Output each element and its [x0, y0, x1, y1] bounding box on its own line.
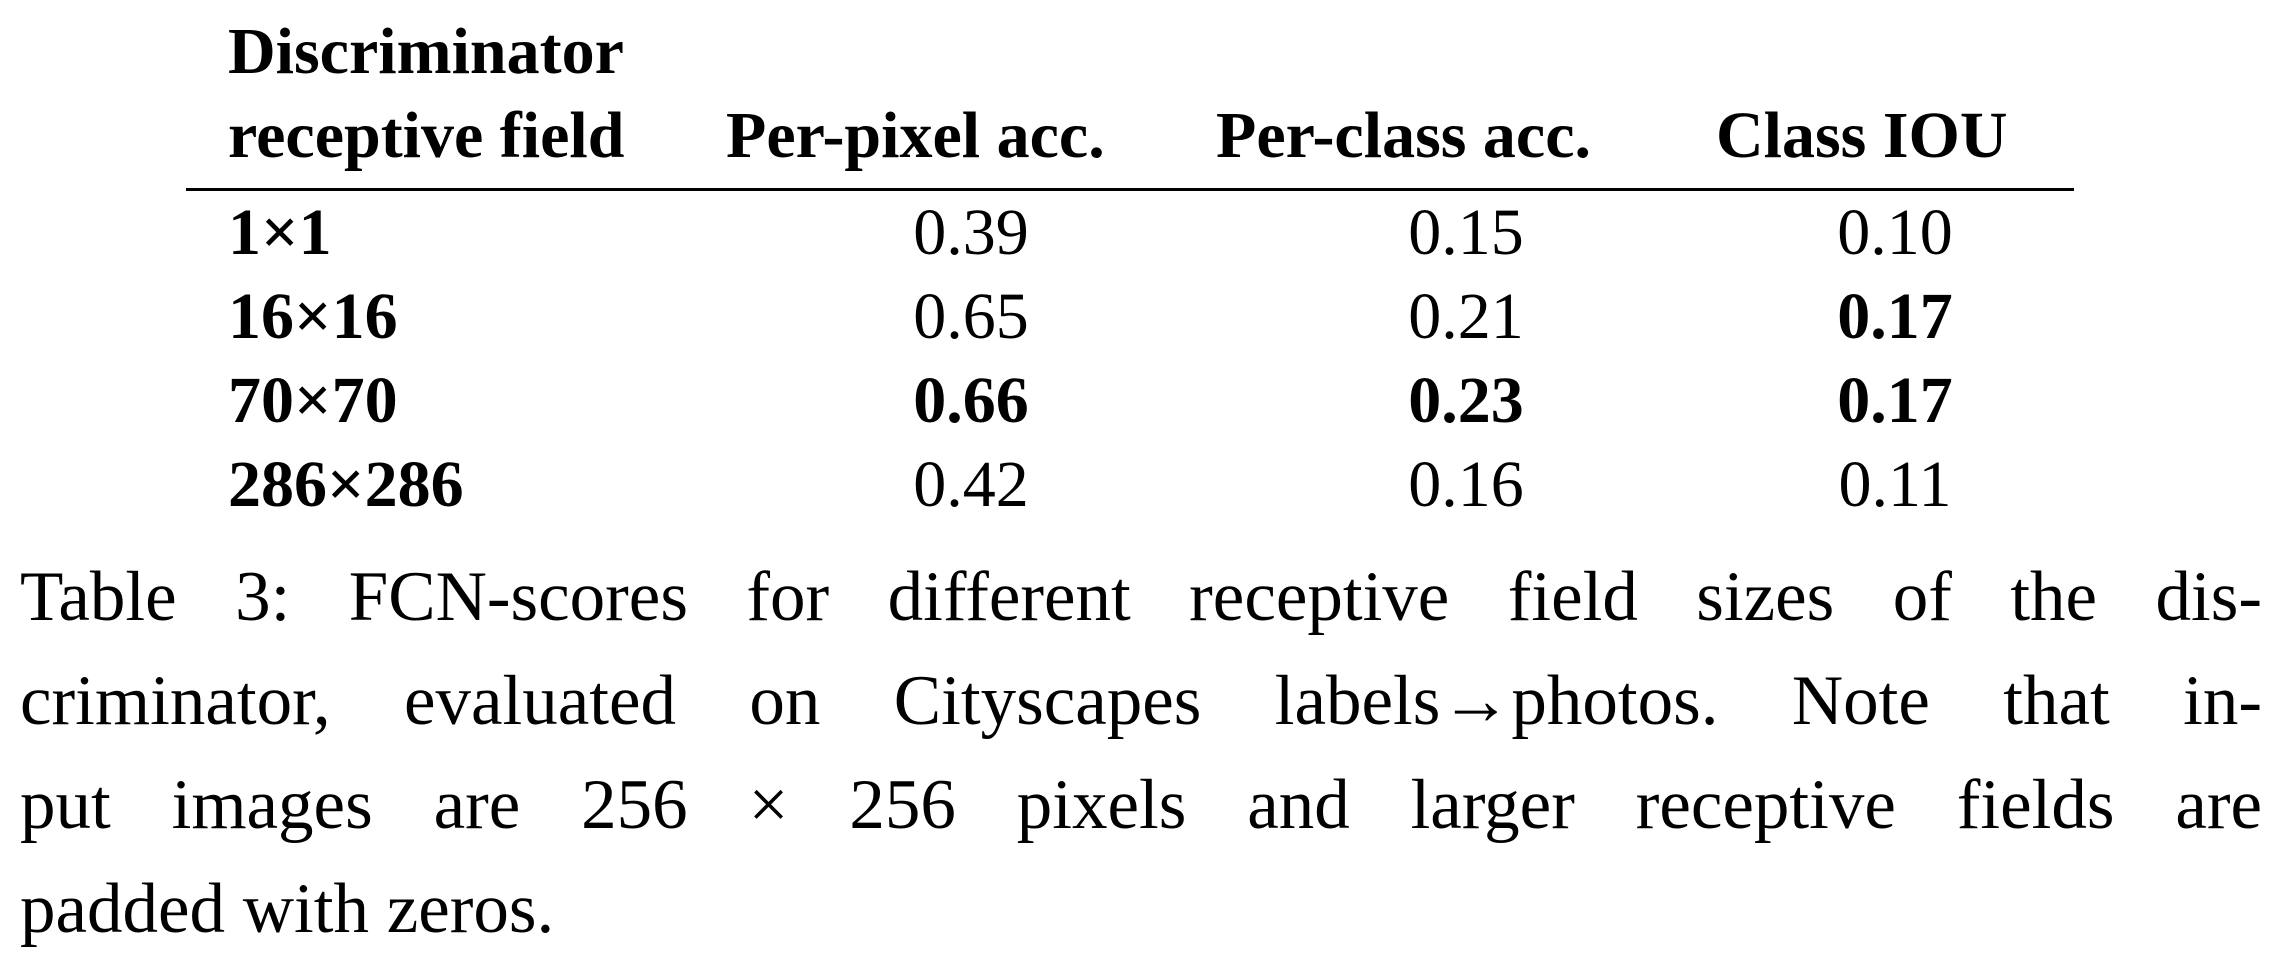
table-row: 16×16 0.65 0.21 0.17	[186, 275, 2074, 359]
cell-per-pixel: 0.66	[913, 364, 1029, 437]
caption-line: padded with zeros.	[20, 870, 555, 948]
row-label: 1×1	[228, 196, 332, 269]
header-per-pixel-acc: Per-pixel acc.	[726, 10, 1216, 191]
results-table-container: Discriminator receptive field Per-pixel …	[186, 10, 2074, 527]
cell-per-class: 0.16	[1408, 448, 1524, 521]
caption-line: Table 3: FCN-scores for different recept…	[20, 558, 2262, 636]
table-header-row: Discriminator receptive field Per-pixel …	[186, 10, 2074, 191]
cell-per-class: 0.21	[1408, 280, 1524, 353]
table-caption: Table 3: FCN-scores for different recept…	[20, 545, 2262, 961]
table-row: 1×1 0.39 0.15 0.10	[186, 190, 2074, 276]
row-label: 16×16	[228, 280, 398, 353]
table-row: 70×70 0.66 0.23 0.17	[186, 359, 2074, 443]
header-per-class-acc: Per-class acc.	[1216, 10, 1716, 191]
cell-per-class: 0.23	[1408, 364, 1524, 437]
cell-class-iou: 0.11	[1838, 448, 1952, 521]
row-label: 70×70	[228, 364, 398, 437]
header-class-iou: Class IOU	[1716, 10, 2074, 191]
cell-class-iou: 0.17	[1837, 280, 1953, 353]
caption-line: criminator, evaluated on Cityscapes labe…	[20, 662, 2262, 740]
header-receptive-field-line1: Discriminator	[228, 15, 624, 88]
cell-per-pixel: 0.42	[913, 448, 1029, 521]
cell-per-pixel: 0.39	[913, 196, 1029, 269]
header-receptive-field-line2: receptive field	[228, 99, 625, 172]
cell-per-pixel: 0.65	[913, 280, 1029, 353]
header-receptive-field: Discriminator receptive field	[186, 10, 726, 191]
table-row: 286×286 0.42 0.16 0.11	[186, 443, 2074, 527]
row-label: 286×286	[228, 448, 464, 521]
cell-per-class: 0.15	[1408, 196, 1524, 269]
cell-class-iou: 0.10	[1837, 196, 1953, 269]
results-table: Discriminator receptive field Per-pixel …	[186, 10, 2074, 527]
cell-class-iou: 0.17	[1837, 364, 1953, 437]
caption-line: put images are 256 × 256 pixels and larg…	[20, 766, 2262, 844]
